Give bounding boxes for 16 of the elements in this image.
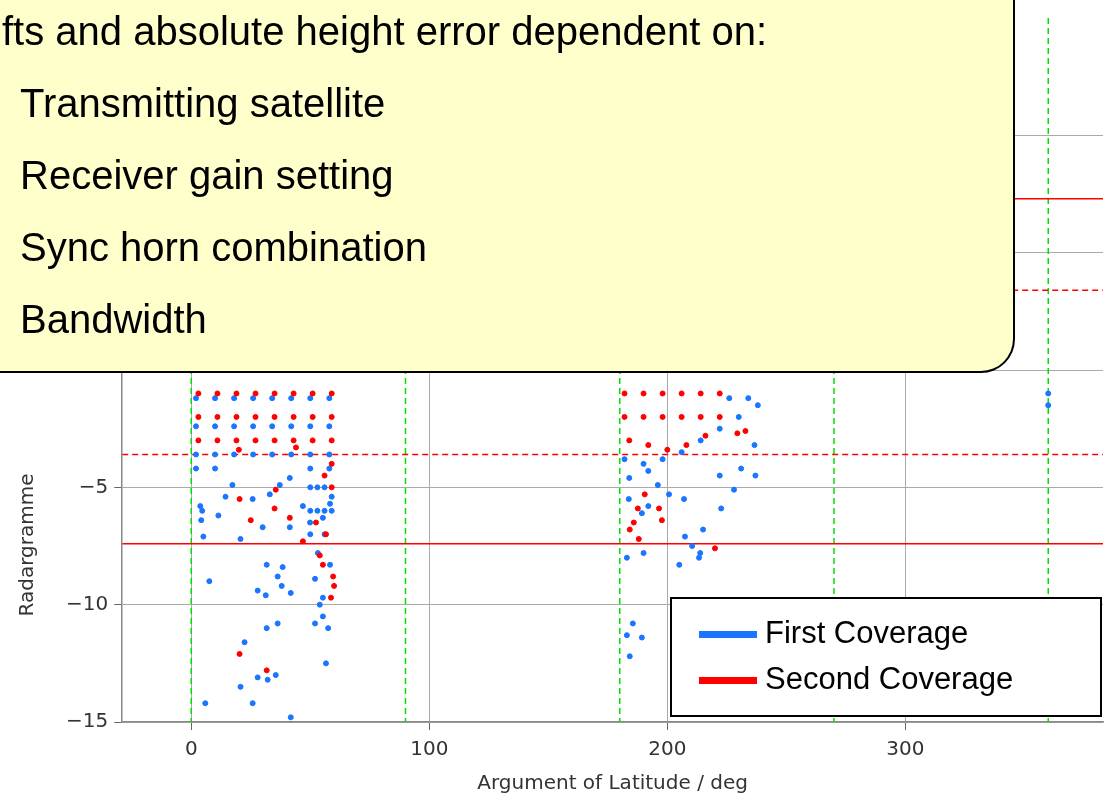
legend-label: First Coverage: [765, 614, 969, 650]
x-tick-label: 300: [886, 736, 925, 761]
annotation: Bandwidth: [20, 296, 207, 342]
legend-label: Second Coverage: [765, 660, 1014, 696]
x-tick-label: 0: [184, 736, 198, 761]
annotation: Transmitting satellite: [20, 80, 386, 126]
annotation: fts and absolute height error dependent on:: [2, 8, 767, 54]
x-axis-title: Argument of Latitude / deg: [477, 770, 748, 795]
x-tick-label: 200: [648, 736, 687, 761]
annotation: Receiver gain setting: [20, 152, 394, 198]
y-tick-label: −10: [65, 590, 109, 615]
x-tick-label: 100: [410, 736, 449, 761]
y-axis-title: Radargramme: [14, 473, 39, 617]
y-tick-label: −5: [78, 473, 109, 498]
y-tick-label: −15: [65, 708, 109, 733]
annotation: Sync horn combination: [20, 224, 427, 270]
